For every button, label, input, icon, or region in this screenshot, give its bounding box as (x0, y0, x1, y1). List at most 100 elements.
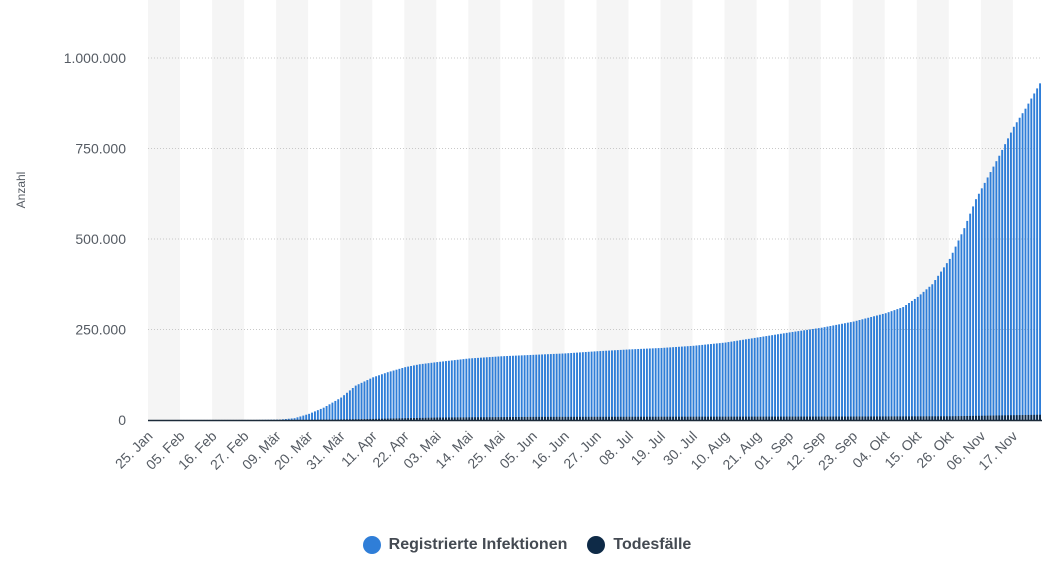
bar[interactable] (908, 416, 910, 420)
bar[interactable] (873, 316, 876, 420)
bar[interactable] (849, 322, 852, 420)
bar[interactable] (509, 355, 512, 420)
bar[interactable] (616, 350, 619, 420)
bar[interactable] (491, 356, 494, 420)
bar[interactable] (663, 347, 666, 420)
bar[interactable] (759, 337, 762, 420)
bar[interactable] (593, 416, 596, 420)
bar[interactable] (838, 416, 841, 420)
bar[interactable] (392, 418, 395, 420)
bar[interactable] (576, 352, 578, 420)
bar[interactable] (922, 291, 925, 420)
bar[interactable] (957, 416, 960, 420)
bar[interactable] (809, 329, 811, 420)
bar[interactable] (593, 351, 596, 420)
bar[interactable] (931, 416, 934, 420)
bar[interactable] (491, 417, 494, 420)
bar[interactable] (1027, 414, 1030, 420)
bar[interactable] (814, 416, 817, 420)
bar[interactable] (567, 353, 570, 420)
bar[interactable] (803, 330, 806, 420)
bar[interactable] (928, 286, 931, 420)
bar[interactable] (698, 416, 701, 420)
bar[interactable] (797, 416, 800, 420)
bar[interactable] (771, 416, 774, 420)
bar[interactable] (631, 416, 634, 420)
bar[interactable] (634, 416, 637, 420)
bar[interactable] (843, 323, 846, 420)
bar[interactable] (925, 416, 928, 420)
bar[interactable] (549, 416, 552, 420)
bar[interactable] (622, 349, 625, 420)
bar[interactable] (771, 335, 774, 420)
bar[interactable] (523, 416, 526, 420)
bar[interactable] (645, 416, 648, 420)
bar[interactable] (477, 357, 479, 420)
bar[interactable] (942, 267, 945, 420)
bar[interactable] (392, 370, 395, 420)
bar[interactable] (791, 331, 794, 420)
bar[interactable] (893, 416, 896, 420)
bar[interactable] (532, 354, 535, 420)
bar[interactable] (963, 228, 966, 420)
bar[interactable] (995, 161, 998, 421)
bar[interactable] (453, 417, 456, 420)
bar[interactable] (759, 416, 762, 420)
bar[interactable] (957, 240, 960, 420)
bar[interactable] (398, 418, 401, 420)
bar[interactable] (908, 303, 910, 420)
bar[interactable] (468, 417, 471, 420)
bar[interactable] (494, 417, 497, 420)
bar[interactable] (829, 326, 832, 420)
bar[interactable] (415, 364, 418, 420)
bar[interactable] (363, 381, 366, 420)
bar[interactable] (404, 418, 407, 420)
bar[interactable] (663, 416, 666, 420)
bar[interactable] (468, 358, 471, 420)
bar[interactable] (919, 294, 922, 420)
bar[interactable] (669, 347, 672, 420)
bar[interactable] (558, 416, 561, 420)
bar[interactable] (843, 416, 846, 420)
bar[interactable] (951, 416, 954, 420)
bar[interactable] (363, 419, 366, 420)
bar[interactable] (774, 334, 777, 420)
bar[interactable] (348, 390, 351, 420)
bar[interactable] (969, 415, 972, 420)
bar[interactable] (328, 404, 331, 420)
bar[interactable] (456, 359, 459, 420)
bar[interactable] (459, 417, 462, 420)
bar[interactable] (433, 417, 436, 420)
bar[interactable] (1033, 93, 1036, 420)
bar[interactable] (768, 335, 771, 420)
bar[interactable] (730, 341, 733, 420)
bar[interactable] (1012, 126, 1015, 420)
bar[interactable] (887, 312, 890, 420)
bar[interactable] (430, 362, 433, 420)
bar[interactable] (340, 397, 343, 420)
bar[interactable] (404, 367, 407, 420)
bar[interactable] (724, 416, 727, 420)
bar[interactable] (523, 355, 526, 420)
bar[interactable] (733, 341, 736, 420)
bar[interactable] (977, 415, 980, 420)
bar[interactable] (878, 314, 881, 420)
bar[interactable] (794, 331, 797, 420)
bar[interactable] (616, 416, 619, 420)
bar[interactable] (567, 416, 570, 420)
bar[interactable] (605, 350, 608, 420)
bar[interactable] (1039, 83, 1041, 420)
bar[interactable] (372, 377, 375, 420)
bar[interactable] (366, 419, 369, 420)
bar[interactable] (873, 416, 876, 420)
bar[interactable] (820, 416, 823, 420)
bar[interactable] (715, 343, 718, 420)
bar[interactable] (797, 331, 800, 420)
bar[interactable] (942, 416, 945, 420)
bar[interactable] (520, 416, 523, 420)
bar[interactable] (969, 213, 972, 420)
bar[interactable] (951, 252, 954, 420)
bar[interactable] (739, 416, 742, 420)
bar[interactable] (613, 350, 616, 420)
bar[interactable] (608, 416, 611, 420)
